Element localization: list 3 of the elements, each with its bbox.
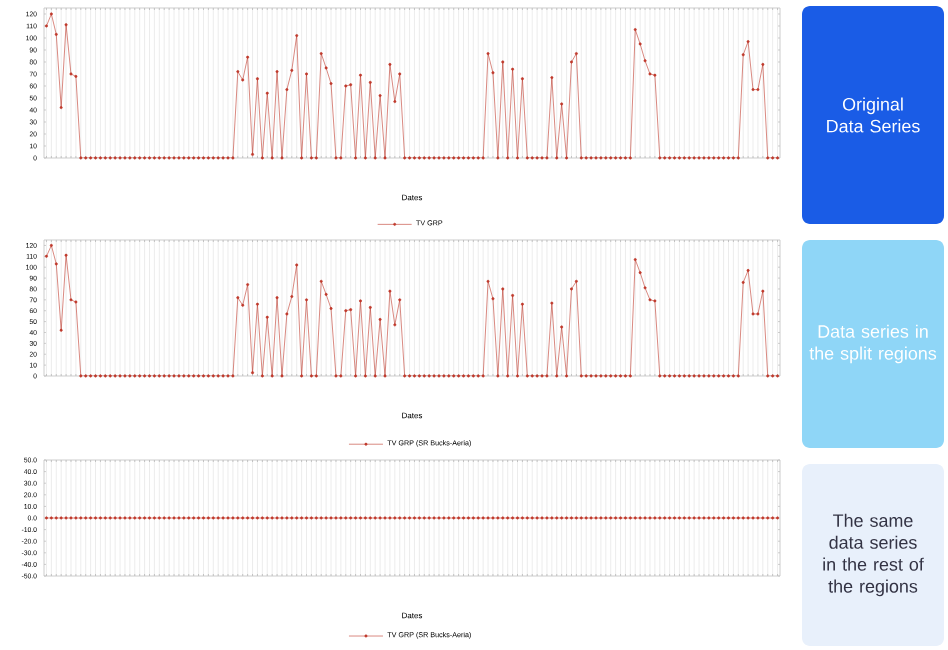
text: The same data series in the rest of the regions (823, 513, 924, 597)
text: Data series in the split regions (809, 324, 937, 364)
text: Original Data Series (827, 97, 920, 133)
